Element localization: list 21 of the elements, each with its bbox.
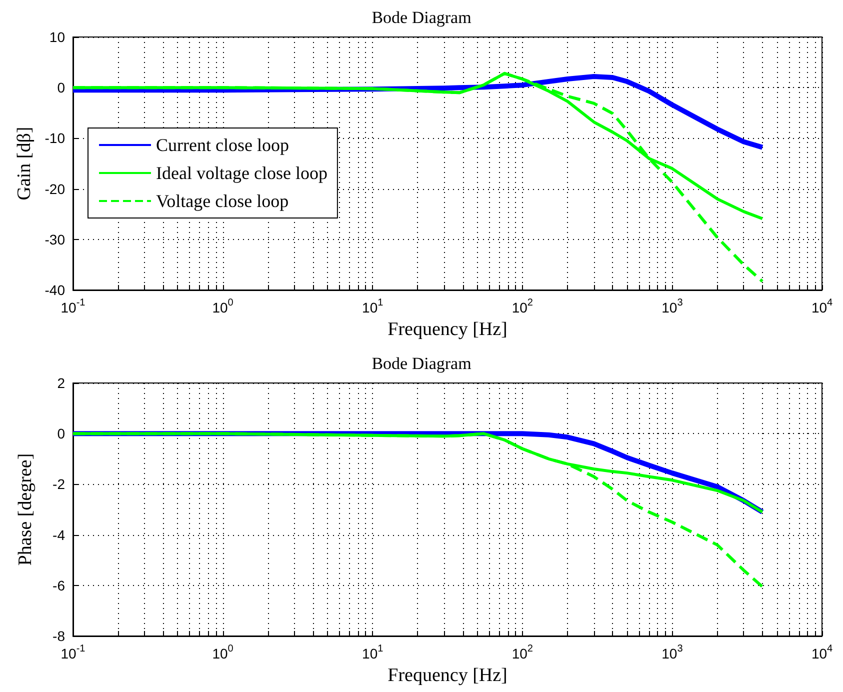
y-tick-label: -2 bbox=[52, 476, 66, 492]
y-tick-label: 10 bbox=[49, 29, 66, 45]
chart-title: Bode Diagram bbox=[372, 8, 472, 27]
x-axis-title: Frequency [Hz] bbox=[388, 319, 508, 340]
y-tick-label: -6 bbox=[52, 577, 66, 594]
y-tick-label: 2 bbox=[57, 375, 66, 391]
y-tick-label: -8 bbox=[52, 628, 66, 644]
y-tick-label: 0 bbox=[57, 80, 66, 96]
y-tick-label: -10 bbox=[44, 130, 66, 146]
legend-label: Voltage close loop bbox=[156, 191, 289, 211]
y-axis-title: Phase [degree] bbox=[15, 453, 36, 566]
chart-title: Bode Diagram bbox=[372, 354, 472, 373]
y-axis-title: Gain [dβ] bbox=[14, 126, 35, 200]
y-tick-label: -30 bbox=[44, 231, 66, 248]
y-tick-label: 0 bbox=[57, 426, 66, 442]
x-axis-title: Frequency [Hz] bbox=[388, 665, 508, 686]
legend-label: Ideal voltage close loop bbox=[156, 163, 328, 183]
y-tick-label: -20 bbox=[44, 180, 66, 197]
y-tick-label: -40 bbox=[44, 282, 66, 298]
legend-label: Current close loop bbox=[156, 135, 289, 155]
y-tick-label: -4 bbox=[52, 526, 66, 543]
